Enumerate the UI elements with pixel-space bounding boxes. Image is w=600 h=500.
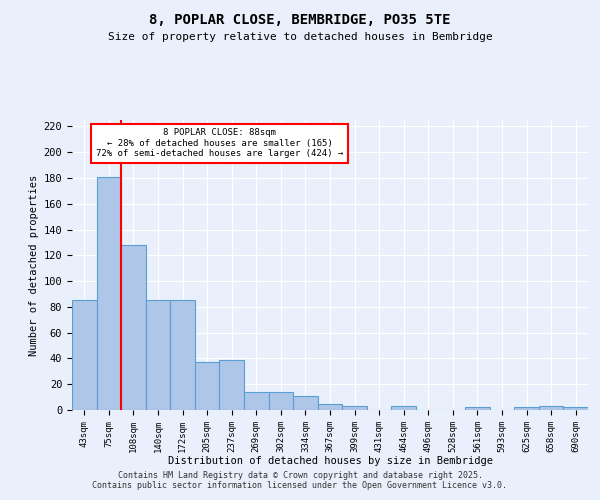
Bar [170,300,195,410]
Bar [563,408,588,410]
Bar [514,408,539,410]
Text: Size of property relative to detached houses in Bembridge: Size of property relative to detached ho… [107,32,493,42]
Bar [72,300,97,410]
Text: 8, POPLAR CLOSE, BEMBRIDGE, PO35 5TE: 8, POPLAR CLOSE, BEMBRIDGE, PO35 5TE [149,12,451,26]
Bar [318,404,342,410]
Bar [465,408,490,410]
Text: 8 POPLAR CLOSE: 88sqm
← 28% of detached houses are smaller (165)
72% of semi-det: 8 POPLAR CLOSE: 88sqm ← 28% of detached … [96,128,343,158]
Bar [121,245,146,410]
Bar [97,176,121,410]
Y-axis label: Number of detached properties: Number of detached properties [29,174,40,356]
Bar [391,406,416,410]
Bar [342,406,367,410]
Bar [220,360,244,410]
Bar [293,396,318,410]
X-axis label: Distribution of detached houses by size in Bembridge: Distribution of detached houses by size … [167,456,493,466]
Text: Contains HM Land Registry data © Crown copyright and database right 2025.
Contai: Contains HM Land Registry data © Crown c… [92,470,508,490]
Bar [146,300,170,410]
Bar [244,392,269,410]
Bar [539,406,563,410]
Bar [269,392,293,410]
Bar [195,362,220,410]
